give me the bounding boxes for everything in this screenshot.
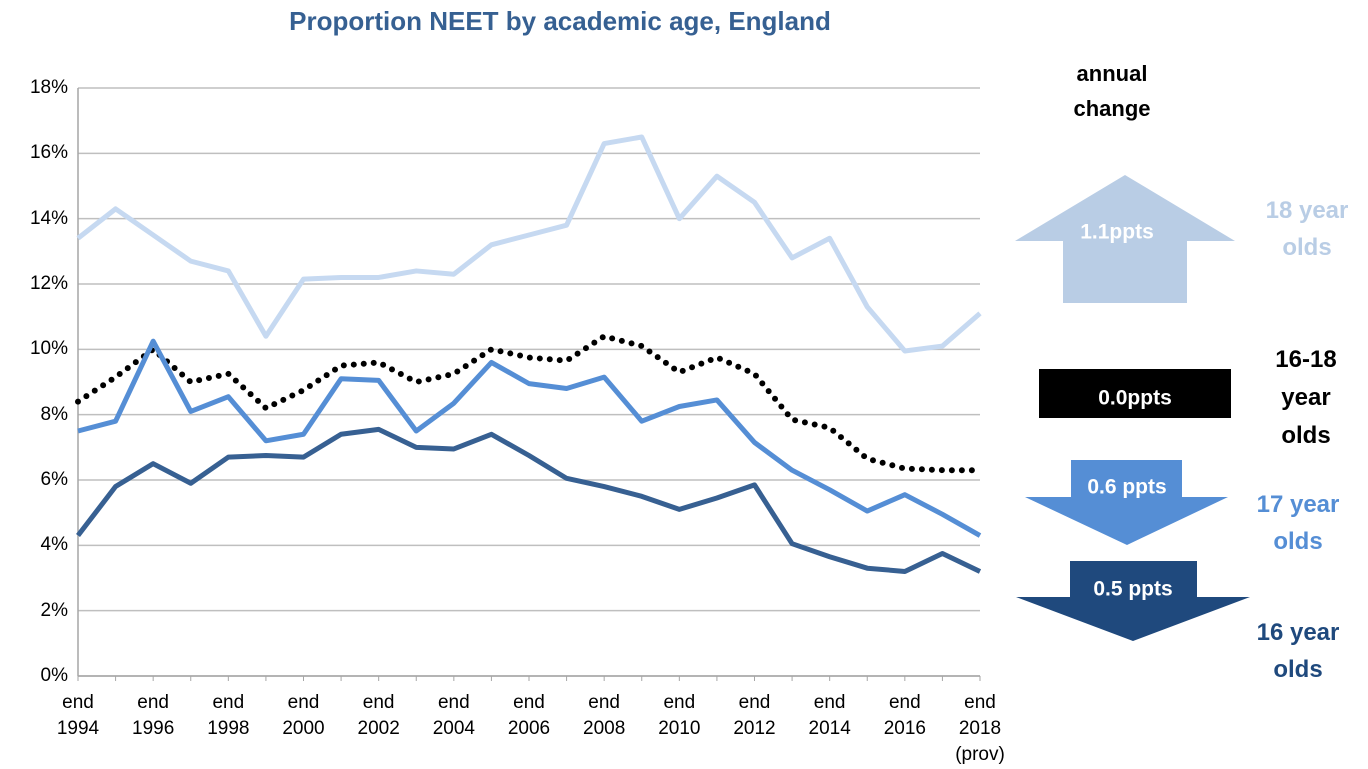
change-label: 0.5 ppts [1093, 578, 1172, 601]
series-line [77, 338, 982, 538]
series-label: 16-18 year olds [1275, 346, 1337, 449]
series-line [75, 333, 983, 474]
flat-box [1039, 369, 1231, 418]
x-tick-label: end 2002 [357, 692, 400, 739]
series-line [76, 134, 982, 354]
y-tick-label: 10% [29, 338, 68, 360]
y-tick-label: 18% [29, 77, 68, 98]
y-tick-label: 12% [29, 273, 68, 294]
down-arrow [1016, 561, 1250, 641]
x-tick-label: end 2000 [282, 692, 325, 739]
annotation-title: annual change [1073, 61, 1151, 121]
y-tick-label: 14% [29, 207, 68, 229]
y-tick-label: 8% [40, 403, 68, 425]
x-tick-label: end 2008 [583, 692, 626, 739]
y-tick-label: 4% [40, 534, 68, 556]
x-tick-label: end 2018 (prov) [955, 692, 1005, 765]
down-arrow [1025, 460, 1228, 545]
change-label: 0.0ppts [1098, 387, 1172, 410]
lines [75, 134, 983, 574]
series-label: 16 year olds [1256, 619, 1340, 683]
y-tick-label: 6% [40, 469, 68, 490]
change-label: 0.6 ppts [1087, 476, 1166, 499]
x-tick-label: end 1998 [207, 692, 250, 739]
up-arrow [1015, 175, 1235, 303]
series-label: 18 year olds [1265, 197, 1349, 261]
x-tick-label: end 2006 [507, 692, 551, 739]
y-tick-label: 0% [40, 665, 68, 686]
x-tick-label: end 2014 [808, 692, 851, 739]
x-tick-label: end 1996 [132, 692, 175, 739]
series-line [76, 426, 982, 574]
x-tick-label: end 2010 [658, 692, 701, 739]
chart-title: Proportion NEET by academic age, England [289, 6, 831, 36]
y-tick-label: 16% [29, 142, 68, 164]
x-tick-label: end 1994 [56, 692, 100, 739]
x-tick-label: end 2012 [733, 692, 776, 739]
x-tick-label: end 2016 [883, 692, 926, 739]
grid [77, 87, 981, 681]
y-tick-label: 2% [40, 599, 68, 621]
change-label: 1.1ppts [1080, 221, 1154, 244]
x-tick-label: end 2004 [432, 692, 475, 739]
series-label: 17 year olds [1256, 491, 1340, 555]
